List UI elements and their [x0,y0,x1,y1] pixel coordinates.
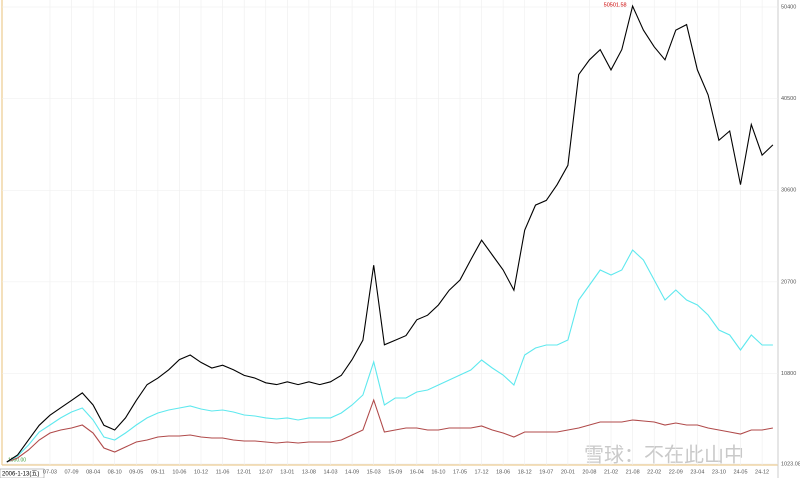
start-label: 1000.00 [8,457,26,463]
x-tick-label: 12-07 [259,469,273,475]
x-tick-label: 19-07 [539,469,553,475]
x-tick-label: 24-05 [733,469,747,475]
peak-label: 50501.58 [604,3,627,9]
x-tick-label: 21-02 [604,469,618,475]
x-tick-label: 13-08 [302,469,316,475]
x-tick-label: 16-10 [431,469,445,475]
x-tick-label: 08-10 [108,469,122,475]
x-tick-label: 07-03 [43,469,57,475]
x-tick-label: 09-11 [151,469,165,475]
x-tick-label: 22-02 [647,469,661,475]
x-tick-label: 23-10 [712,469,726,475]
x-tick-label: 07-09 [65,469,79,475]
x-tick-label: 18-12 [518,469,532,475]
x-tick-label: 14-09 [345,469,359,475]
y-tick-label: 10800 [781,371,796,377]
watermark: 雪球：不在此山中 [584,443,744,466]
x-tick-label: 20-08 [582,469,596,475]
y-tick-label: 50400 [781,4,796,10]
x-tick-label: 21-08 [626,469,640,475]
y-tick-label: 30600 [781,188,796,194]
y-tick-label: 40500 [781,96,796,102]
x-tick-label: 24-12 [755,469,769,475]
x-tick-label: 09-05 [129,469,143,475]
x-tick-label: 08-04 [86,469,100,475]
x-tick-label: 17-05 [453,469,467,475]
x-tick-label: 10-06 [172,469,186,475]
series-line [6,398,774,463]
series-line [6,4,774,463]
x-tick-label: 15-09 [388,469,402,475]
x-tick-label: 10-12 [194,469,208,475]
x-tick-label: 22-09 [669,469,683,475]
x-tick-label: 15-03 [367,469,381,475]
x-tick-label: 18-06 [496,469,510,475]
x-tick-label: 12-01 [237,469,251,475]
x-tick-label: 23-04 [690,469,704,475]
y-tick-label: 1023.08 [781,461,800,467]
cursor-label: 2006-1-13(五) [2,471,39,478]
y-tick-label: 20700 [781,279,796,285]
x-tick-label: 13-01 [280,469,294,475]
x-tick-label: 16-04 [410,469,424,475]
series-line [6,249,773,463]
x-tick-label: 20-01 [561,469,575,475]
x-tick-label: 17-12 [475,469,489,475]
cursor-box [0,468,45,478]
x-tick-label: 11-06 [216,469,230,475]
x-tick-label: 14-03 [323,469,337,475]
